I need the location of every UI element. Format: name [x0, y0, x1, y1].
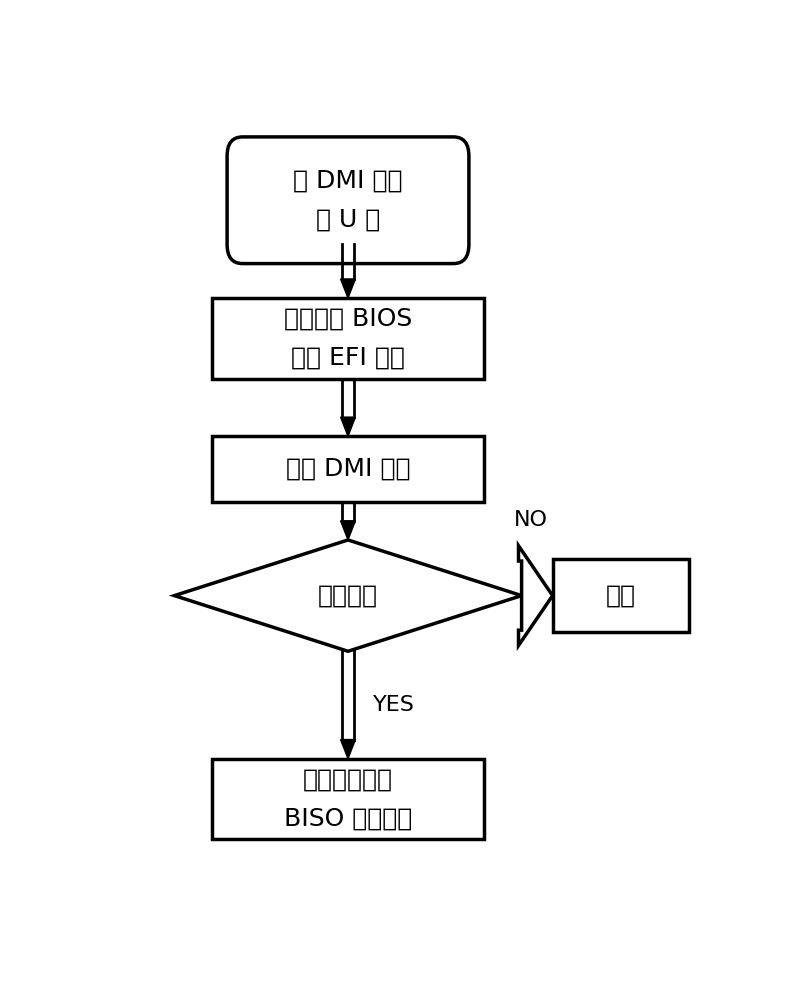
Text: NO: NO — [514, 510, 548, 530]
Bar — [211, 298, 485, 379]
Text: YES: YES — [373, 695, 414, 715]
Text: 退出: 退出 — [606, 583, 636, 607]
Bar — [211, 437, 485, 501]
Polygon shape — [341, 740, 355, 759]
Text: 运行 DMI 工具: 运行 DMI 工具 — [286, 457, 410, 481]
Polygon shape — [341, 279, 355, 298]
FancyBboxPatch shape — [227, 137, 469, 263]
Text: 将序列号写入
BISO 上并保存: 将序列号写入 BISO 上并保存 — [284, 768, 412, 831]
Bar — [211, 759, 485, 839]
Text: 写入确认: 写入确认 — [318, 583, 378, 607]
Polygon shape — [341, 417, 355, 437]
Polygon shape — [518, 545, 553, 645]
Bar — [553, 559, 689, 632]
Polygon shape — [174, 540, 522, 651]
Polygon shape — [341, 520, 355, 540]
Text: 开机进入 BIOS
选择 EFI 启动: 开机进入 BIOS 选择 EFI 启动 — [284, 307, 412, 370]
Text: 将 DMI 工具
抜 U 盘: 将 DMI 工具 抜 U 盘 — [294, 168, 402, 232]
